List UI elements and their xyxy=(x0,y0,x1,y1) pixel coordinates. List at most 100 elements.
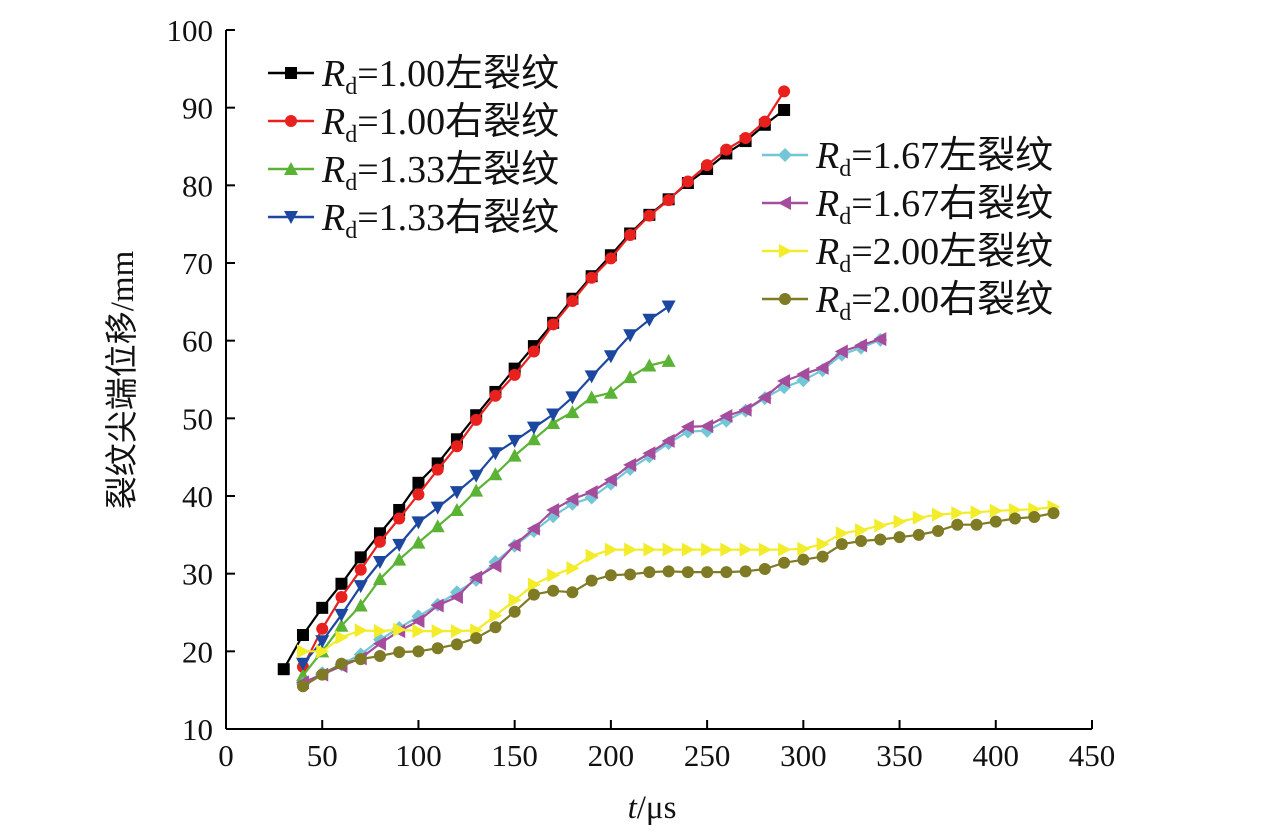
legend-marker xyxy=(284,211,298,224)
data-point xyxy=(739,131,752,144)
legend-marker xyxy=(285,67,297,79)
data-point xyxy=(566,295,579,308)
data-point xyxy=(450,638,463,651)
data-point xyxy=(834,344,848,359)
data-point xyxy=(681,175,694,188)
data-point xyxy=(450,624,464,639)
data-point xyxy=(412,645,425,658)
data-point xyxy=(873,332,887,347)
data-point xyxy=(584,390,599,404)
data-point xyxy=(470,632,483,645)
data-point xyxy=(507,537,521,552)
data-point xyxy=(372,556,387,570)
data-point xyxy=(488,467,503,481)
data-point xyxy=(508,368,521,381)
legend-entry: Rd=1.67右裂纹 xyxy=(762,183,1053,230)
y-tick-label: 20 xyxy=(182,634,213,669)
data-point xyxy=(412,476,425,489)
x-tick-label: 100 xyxy=(395,738,442,773)
data-point xyxy=(681,566,694,579)
data-point xyxy=(624,568,637,581)
data-point xyxy=(449,502,464,516)
data-point xyxy=(450,440,463,453)
data-point xyxy=(526,432,541,446)
data-point xyxy=(912,510,926,525)
data-point xyxy=(353,598,368,612)
series-3 xyxy=(295,353,676,682)
data-point xyxy=(411,614,425,629)
data-point xyxy=(430,519,445,533)
data-point xyxy=(412,624,426,639)
data-point xyxy=(296,644,310,659)
data-point xyxy=(758,563,771,576)
data-point xyxy=(295,657,310,671)
data-point xyxy=(893,514,907,529)
data-point xyxy=(508,593,522,608)
data-point xyxy=(565,405,580,419)
data-point xyxy=(835,526,849,541)
data-point xyxy=(507,434,522,448)
y-axis-label: 裂纹尖端位移/mm xyxy=(104,250,141,509)
series-line xyxy=(302,512,1054,688)
data-point xyxy=(411,535,426,549)
data-point xyxy=(431,624,445,639)
data-point xyxy=(354,623,368,638)
data-point xyxy=(565,492,579,507)
y-tick-label: 40 xyxy=(182,479,213,514)
legend-label: Rd=1.67左裂纹 xyxy=(815,135,1053,182)
data-point xyxy=(335,577,348,590)
data-point xyxy=(951,518,964,531)
data-point xyxy=(373,624,387,639)
x-tick-label: 350 xyxy=(876,738,923,773)
series-2 xyxy=(296,85,791,673)
data-point xyxy=(1028,510,1041,523)
legend-marker xyxy=(778,196,791,210)
data-point xyxy=(720,143,733,156)
data-point xyxy=(527,577,541,592)
data-point xyxy=(469,483,484,497)
data-point xyxy=(354,551,367,564)
data-point xyxy=(316,644,330,659)
data-point xyxy=(334,618,349,632)
x-tick-label: 150 xyxy=(491,738,538,773)
data-point xyxy=(738,402,752,417)
x-axis-label: t/μs xyxy=(628,790,677,826)
data-point xyxy=(1009,512,1022,525)
y-tick-label: 100 xyxy=(167,13,214,48)
data-point xyxy=(585,271,598,284)
data-point xyxy=(661,433,675,448)
legend-entry: Rd=1.33左裂纹 xyxy=(268,149,559,196)
data-point xyxy=(373,535,386,548)
x-tick-label: 400 xyxy=(973,738,1020,773)
data-point xyxy=(296,680,309,693)
data-point xyxy=(970,518,983,531)
data-point xyxy=(489,389,502,402)
legend-entry: Rd=1.00右裂纹 xyxy=(268,101,559,148)
data-point xyxy=(372,636,386,651)
data-point xyxy=(681,542,695,557)
data-point xyxy=(316,622,329,635)
data-point xyxy=(585,574,598,587)
data-point xyxy=(603,350,618,364)
data-point xyxy=(546,408,561,422)
legend-label: Rd=1.00左裂纹 xyxy=(321,53,559,100)
legend-marker xyxy=(285,115,297,127)
series-8 xyxy=(296,507,1060,693)
data-point xyxy=(469,570,483,585)
x-tick-label: 200 xyxy=(588,738,635,773)
data-point xyxy=(603,472,617,487)
series-line xyxy=(303,505,1054,653)
data-point xyxy=(604,542,618,557)
data-point xyxy=(584,370,599,384)
data-point xyxy=(315,635,330,649)
legend-entry: Rd=2.00左裂纹 xyxy=(762,231,1053,278)
data-point xyxy=(623,329,638,343)
series-4 xyxy=(295,300,676,671)
data-point xyxy=(662,194,675,207)
data-point xyxy=(778,556,791,569)
data-point xyxy=(489,621,502,634)
x-tick-label: 50 xyxy=(307,738,338,773)
data-point xyxy=(970,505,984,520)
data-point xyxy=(489,608,503,623)
